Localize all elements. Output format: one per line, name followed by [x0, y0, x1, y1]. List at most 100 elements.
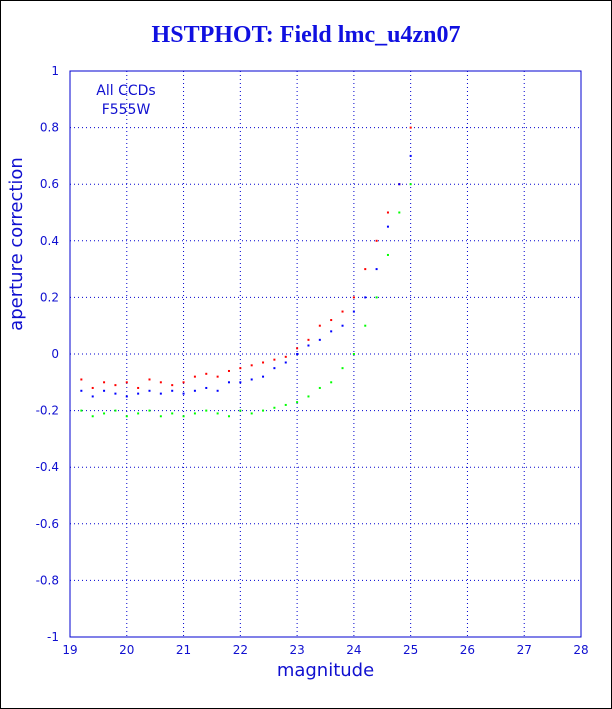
data-point-series-2	[193, 412, 196, 415]
data-point-series-2	[80, 409, 83, 412]
y-tick-label: 0.6	[40, 177, 59, 191]
x-tick-label: 19	[62, 643, 77, 657]
data-point-series-1	[205, 386, 208, 389]
data-point-series-2	[148, 409, 151, 412]
data-point-series-2	[352, 353, 355, 355]
y-tick-label: -0.8	[36, 573, 59, 587]
data-point-series-2	[307, 395, 310, 398]
data-point-series-0	[103, 381, 106, 384]
data-point-series-1	[239, 381, 242, 384]
x-tick-label: 22	[233, 643, 248, 657]
data-point-series-1	[227, 381, 230, 384]
data-point-series-2	[227, 415, 230, 418]
chart-title: HSTPHOT: Field lmc_u4zn07	[151, 22, 461, 48]
data-point-series-2	[262, 409, 265, 412]
data-point-series-0	[227, 369, 230, 372]
data-point-series-1	[341, 324, 344, 327]
data-point-series-1	[262, 375, 265, 378]
data-point-series-2	[103, 412, 106, 415]
data-points	[80, 126, 412, 418]
data-point-series-0	[250, 364, 253, 367]
data-point-series-2	[182, 415, 185, 418]
data-point-series-0	[284, 355, 287, 358]
data-point-series-2	[296, 401, 299, 404]
data-point-series-1	[364, 296, 367, 299]
data-point-series-2	[330, 381, 333, 384]
data-point-series-1	[125, 395, 128, 398]
data-point-series-0	[148, 378, 151, 381]
data-point-series-0	[205, 372, 208, 375]
y-tick-label: -1	[47, 630, 59, 644]
x-tick-label: 28	[573, 643, 588, 657]
data-point-series-1	[318, 338, 321, 341]
y-axis-label: aperture correction	[6, 157, 27, 331]
y-tick-label: 1	[51, 64, 59, 78]
axes-box	[69, 70, 582, 638]
data-point-series-0	[125, 381, 128, 384]
data-point-series-1	[386, 225, 389, 228]
y-tick-label: 0.8	[40, 121, 59, 135]
data-point-series-1	[250, 378, 253, 381]
data-point-series-2	[284, 403, 287, 406]
data-point-series-0	[307, 338, 310, 341]
data-point-series-0	[91, 386, 94, 389]
data-point-series-2	[386, 253, 389, 256]
data-point-series-2	[216, 412, 219, 415]
data-point-series-2	[125, 415, 128, 418]
data-point-series-1	[193, 389, 196, 392]
data-point-series-2	[364, 324, 367, 327]
data-point-series-0	[193, 375, 196, 378]
data-point-series-0	[409, 126, 412, 129]
data-point-series-0	[273, 358, 276, 361]
data-point-series-1	[352, 310, 355, 313]
x-tick-label: 26	[460, 643, 475, 657]
data-point-series-2	[91, 415, 94, 418]
data-point-series-1	[296, 353, 299, 355]
data-point-series-0	[375, 239, 378, 242]
data-point-series-1	[91, 395, 94, 398]
data-point-series-2	[159, 415, 162, 418]
data-point-series-2	[205, 409, 208, 412]
data-point-series-0	[296, 347, 299, 350]
x-tick-label: 21	[176, 643, 191, 657]
y-tick-label: -0.2	[36, 404, 59, 418]
data-point-series-0	[159, 381, 162, 384]
data-point-series-0	[171, 384, 174, 387]
data-point-series-2	[114, 409, 117, 412]
data-point-series-0	[341, 310, 344, 313]
data-point-series-2	[137, 412, 140, 415]
data-point-series-2	[273, 406, 276, 409]
data-point-series-1	[103, 389, 106, 392]
y-tick-label: 0.4	[40, 234, 59, 248]
data-point-series-1	[409, 154, 412, 157]
data-point-series-1	[80, 389, 83, 392]
data-point-series-1	[330, 330, 333, 333]
y-tick-label: -0.6	[36, 517, 59, 531]
data-point-series-2	[239, 409, 242, 412]
tick-labels: 19 20 21 22 23 24 25 26 27 28 -1 -0.8 -0.6 -0.4 -0.2 0 0…	[36, 64, 589, 657]
x-tick-label: 25	[403, 643, 418, 657]
data-point-series-1	[182, 392, 185, 395]
x-tick-label: 20	[119, 643, 134, 657]
data-point-series-0	[330, 319, 333, 322]
x-tick-label: 23	[289, 643, 304, 657]
data-point-series-0	[80, 378, 83, 381]
data-point-series-0	[352, 296, 355, 299]
data-point-series-1	[216, 389, 219, 392]
data-point-series-0	[182, 381, 185, 384]
data-point-series-0	[318, 324, 321, 327]
data-point-series-2	[375, 296, 378, 299]
data-point-series-1	[159, 392, 162, 395]
data-point-series-2	[341, 367, 344, 370]
data-point-series-1	[148, 389, 151, 392]
data-point-series-1	[398, 183, 401, 186]
y-tick-label: 0.2	[40, 290, 59, 304]
data-point-series-1	[307, 344, 310, 347]
data-point-series-0	[216, 375, 219, 378]
annotation-filter: F555W	[102, 102, 151, 118]
x-tick-label: 27	[517, 643, 532, 657]
y-tick-label: 0	[51, 347, 59, 361]
data-point-series-0	[364, 268, 367, 271]
data-point-series-0	[114, 384, 117, 387]
annotation-ccds: All CCDs	[96, 83, 155, 99]
